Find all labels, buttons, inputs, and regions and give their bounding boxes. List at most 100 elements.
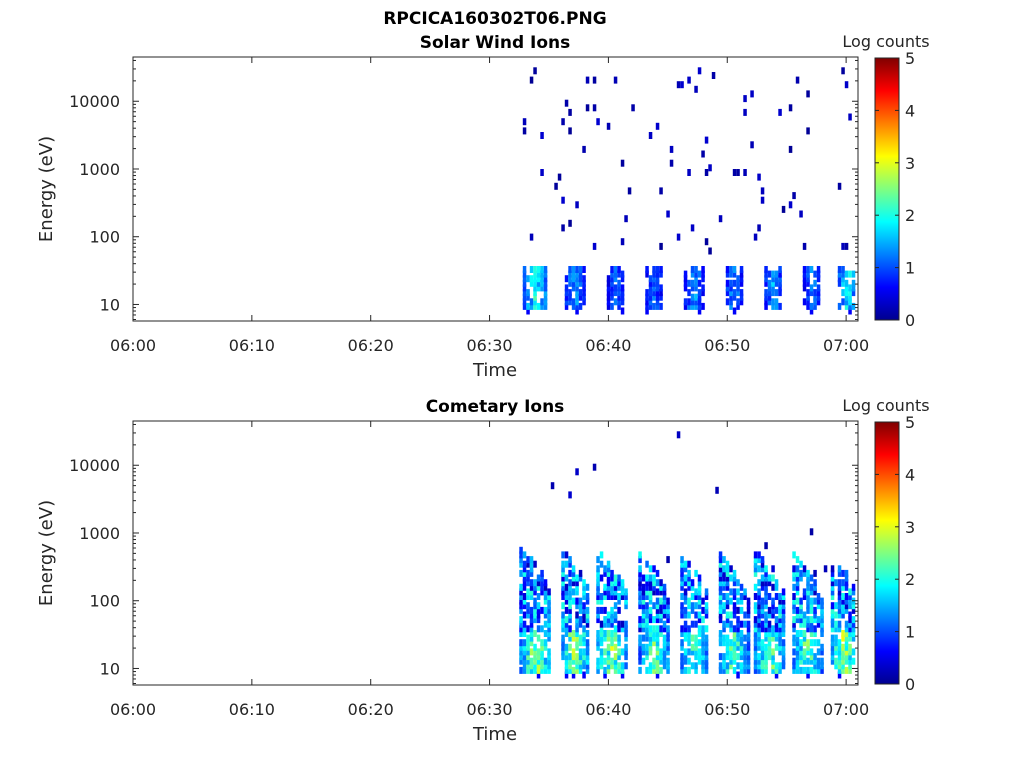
spectrogram-cell bbox=[844, 242, 849, 250]
spectrogram-cell bbox=[578, 634, 583, 642]
spectrogram-cell bbox=[522, 579, 527, 587]
spectrogram-cell bbox=[760, 657, 765, 665]
spectrogram-cell bbox=[585, 76, 590, 84]
spectrogram-cell bbox=[746, 653, 751, 661]
spectrogram-cell bbox=[557, 173, 562, 181]
spectrogram-cell bbox=[662, 611, 667, 619]
x-tick-label: 06:40 bbox=[585, 336, 631, 355]
spectrogram-cell bbox=[701, 643, 705, 651]
spectrogram-cell bbox=[680, 81, 684, 89]
spectrogram-cell bbox=[851, 302, 856, 310]
spectrogram-cell bbox=[582, 634, 586, 642]
spectrogram-cell bbox=[701, 606, 705, 614]
spectrogram-cell bbox=[648, 597, 653, 605]
spectrogram-cell bbox=[610, 579, 614, 587]
spectrogram-cell bbox=[736, 279, 740, 287]
spectrogram-cell bbox=[806, 602, 810, 610]
spectrogram-cell bbox=[620, 275, 625, 283]
spectrogram-cell bbox=[725, 279, 730, 287]
spectrogram-cell bbox=[687, 657, 691, 665]
spectrogram-cell bbox=[813, 653, 817, 661]
spectrogram-cell bbox=[813, 298, 817, 306]
spectrogram-cell bbox=[599, 634, 604, 642]
spectrogram-cell bbox=[652, 574, 656, 582]
spectrogram-cell bbox=[739, 583, 744, 591]
spectrogram-cell bbox=[729, 284, 733, 292]
spectrogram-cell bbox=[564, 583, 569, 591]
spectrogram-cell bbox=[540, 132, 544, 139]
spectrogram-cell bbox=[746, 611, 751, 619]
spectrogram-cell bbox=[575, 625, 579, 633]
spectrogram-cell bbox=[792, 593, 796, 600]
spectrogram-cell bbox=[533, 289, 537, 297]
spectrogram-cell bbox=[662, 639, 667, 647]
spectrogram-cell bbox=[568, 643, 572, 651]
y-tick-label: 10 bbox=[100, 295, 120, 314]
spectrogram-cell bbox=[578, 666, 583, 674]
spectrogram-cell bbox=[638, 620, 642, 628]
spectrogram-cell bbox=[645, 593, 649, 600]
spectrogram-cell bbox=[648, 279, 653, 287]
spectrogram-cell bbox=[620, 583, 625, 591]
spectrogram-cell bbox=[844, 639, 849, 647]
spectrogram-cell bbox=[606, 593, 611, 600]
spectrogram-cell bbox=[725, 620, 730, 628]
spectrogram-cell bbox=[757, 639, 761, 647]
spectrogram-cell bbox=[526, 606, 530, 614]
spectrogram-cell bbox=[599, 657, 604, 665]
spectrogram-cell bbox=[816, 293, 821, 301]
spectrogram-cell bbox=[575, 266, 579, 273]
spectrogram-cell bbox=[757, 662, 761, 670]
spectrogram-cell bbox=[540, 639, 544, 647]
spectrogram-cell bbox=[729, 625, 733, 633]
spectrogram-cell bbox=[652, 579, 656, 587]
spectrogram-cell bbox=[725, 597, 730, 605]
spectrogram-cell bbox=[568, 653, 572, 661]
spectrogram-cell bbox=[543, 588, 548, 596]
spectrogram-cell bbox=[536, 625, 541, 633]
x-axis: 06:00 06:10 06:20 06:30 06:40 06:50 07:00 bbox=[110, 421, 869, 719]
spectrogram-cell bbox=[820, 625, 824, 633]
spectrogram-cell bbox=[816, 275, 821, 283]
spectrogram-cell bbox=[568, 560, 572, 568]
spectrogram-cell bbox=[757, 634, 761, 642]
spectrogram-cell bbox=[771, 625, 775, 633]
spectrogram-cell bbox=[778, 606, 782, 614]
spectrogram-cell bbox=[701, 284, 705, 292]
spectrogram-cell bbox=[620, 159, 625, 167]
spectrogram-cell bbox=[526, 556, 530, 564]
spectrogram-cell bbox=[540, 648, 544, 656]
spectrogram-cell bbox=[704, 238, 709, 246]
spectrogram-cell bbox=[746, 666, 751, 674]
spectrogram-cell bbox=[659, 289, 663, 297]
spectrogram-cell bbox=[680, 602, 684, 610]
spectrogram-cell bbox=[778, 266, 782, 273]
spectrogram-cell bbox=[687, 574, 691, 582]
spectrogram-cell bbox=[729, 597, 733, 605]
spectrogram-cell bbox=[603, 671, 607, 679]
spectrogram-cell bbox=[582, 293, 586, 301]
spectrogram-cell bbox=[610, 293, 614, 301]
spectrogram-cell bbox=[613, 625, 618, 633]
spectrogram-cell bbox=[638, 653, 642, 661]
spectrogram-cell bbox=[736, 634, 740, 642]
spectrogram-cell bbox=[806, 625, 810, 633]
spectrogram-cell bbox=[564, 597, 569, 605]
spectrogram-cells bbox=[519, 431, 856, 679]
spectrogram-cell bbox=[641, 602, 646, 610]
spectrogram-cell bbox=[519, 653, 523, 661]
spectrogram-cell bbox=[568, 666, 572, 674]
spectrogram-cell bbox=[732, 266, 737, 273]
spectrogram-cell bbox=[666, 643, 670, 651]
spectrogram-cell bbox=[729, 266, 733, 273]
spectrogram-cell bbox=[526, 639, 530, 647]
spectrogram-cell bbox=[655, 634, 660, 642]
spectrogram-cell bbox=[603, 593, 607, 600]
spectrogram-cell bbox=[655, 602, 660, 610]
spectrogram-cell bbox=[613, 602, 618, 610]
spectrogram-cell bbox=[848, 616, 852, 624]
spectrogram-cell bbox=[813, 606, 817, 614]
spectrogram-cell bbox=[813, 597, 817, 605]
spectrogram-cell bbox=[522, 611, 527, 619]
spectrogram-cell bbox=[519, 560, 523, 568]
